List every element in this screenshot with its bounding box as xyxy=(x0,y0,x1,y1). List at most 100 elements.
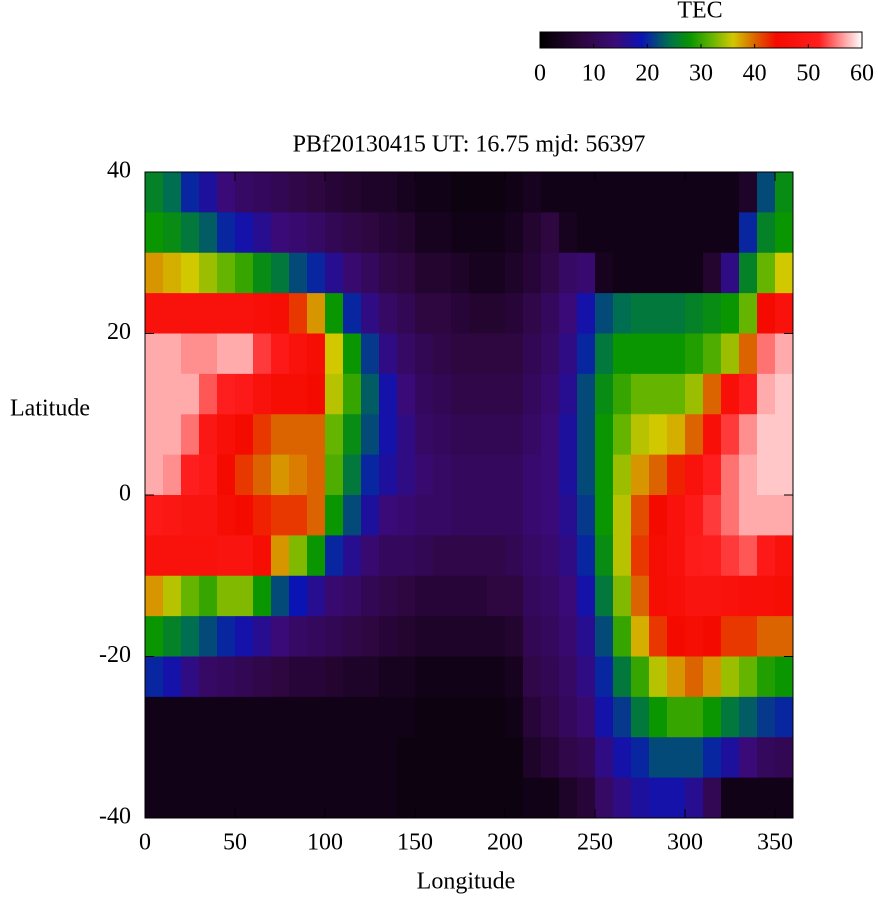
heat-cell xyxy=(433,212,452,254)
heat-cell xyxy=(433,575,452,617)
heat-cell xyxy=(253,212,272,254)
heat-cell xyxy=(199,737,218,779)
heat-cell xyxy=(253,656,272,698)
heat-cell xyxy=(235,252,254,294)
heat-cell xyxy=(775,212,794,254)
heat-cell xyxy=(649,616,668,657)
heat-cell xyxy=(325,172,344,213)
heat-cell xyxy=(595,172,614,213)
heat-cell xyxy=(271,293,290,334)
heat-cell xyxy=(379,454,398,496)
heat-cell xyxy=(703,333,722,375)
heat-cell xyxy=(379,696,398,738)
heat-cell xyxy=(433,656,452,698)
heat-cell xyxy=(667,454,686,496)
heat-cell xyxy=(757,172,776,213)
heat-cell xyxy=(649,575,668,617)
heat-cell xyxy=(145,454,164,496)
heat-cell xyxy=(559,777,578,819)
heat-cell xyxy=(649,414,668,456)
heat-cell xyxy=(667,414,686,456)
heat-cell xyxy=(181,656,200,698)
heat-cell xyxy=(145,616,164,657)
heat-cell xyxy=(595,333,614,375)
heat-cell xyxy=(595,696,614,738)
heat-cell xyxy=(415,616,434,657)
heat-cell xyxy=(145,495,164,536)
heat-cell xyxy=(613,737,632,779)
heat-cell xyxy=(631,616,650,657)
heat-cell xyxy=(433,373,452,415)
heat-cell xyxy=(451,656,470,698)
heat-cell xyxy=(433,414,452,456)
heat-cell xyxy=(289,414,308,456)
heat-cell xyxy=(469,575,488,617)
heat-cell xyxy=(307,575,326,617)
heat-cell xyxy=(307,414,326,456)
heat-cell xyxy=(307,777,326,819)
heat-cell xyxy=(487,656,506,698)
heat-cell xyxy=(703,414,722,456)
colorbar-tick-label: 30 xyxy=(689,61,713,87)
heat-cell xyxy=(703,454,722,496)
heat-cell xyxy=(577,616,596,657)
heat-cell xyxy=(433,737,452,779)
heat-cell xyxy=(361,737,380,779)
heat-cell xyxy=(649,212,668,254)
heat-cell xyxy=(541,333,560,375)
heat-cell xyxy=(451,252,470,294)
heat-cell xyxy=(487,696,506,738)
heat-cell xyxy=(451,333,470,375)
heat-cell xyxy=(235,172,254,213)
heat-cell xyxy=(523,252,542,294)
heat-cell xyxy=(163,495,182,536)
heat-cell xyxy=(361,495,380,536)
heat-cell xyxy=(451,414,470,456)
heat-cell xyxy=(523,616,542,657)
heat-cell xyxy=(685,414,704,456)
x-tick-label: 200 xyxy=(487,830,523,856)
heat-cell xyxy=(721,616,740,657)
heat-cell xyxy=(505,373,524,415)
x-tick-label: 100 xyxy=(307,830,343,856)
heat-cell xyxy=(505,454,524,496)
heat-cell xyxy=(595,373,614,415)
heat-cell xyxy=(703,656,722,698)
heat-cell xyxy=(739,535,758,577)
heat-cell xyxy=(721,777,740,819)
heat-cell xyxy=(217,333,236,375)
heat-cell xyxy=(181,495,200,536)
heat-cell xyxy=(271,777,290,819)
heat-cell xyxy=(289,656,308,698)
heat-cell xyxy=(595,656,614,698)
heat-cell xyxy=(613,616,632,657)
heat-cell xyxy=(523,656,542,698)
heat-cell xyxy=(721,212,740,254)
colorbar-tick-label: 60 xyxy=(850,61,874,87)
heat-cell xyxy=(397,252,416,294)
heat-cell xyxy=(415,414,434,456)
heat-cell xyxy=(397,777,416,819)
heat-cell xyxy=(775,535,794,577)
heat-cell xyxy=(325,252,344,294)
heat-cell xyxy=(631,575,650,617)
heat-cell xyxy=(199,252,218,294)
heat-cell xyxy=(703,172,722,213)
heat-cell xyxy=(271,252,290,294)
heat-cell xyxy=(397,414,416,456)
heat-cell xyxy=(487,293,506,334)
heat-cell xyxy=(451,373,470,415)
heat-cell xyxy=(775,777,794,819)
heat-cell xyxy=(343,333,362,375)
heat-cell xyxy=(631,333,650,375)
heat-cell xyxy=(325,535,344,577)
heat-cell xyxy=(595,495,614,536)
heat-cell xyxy=(415,696,434,738)
heat-cell xyxy=(397,575,416,617)
heat-cell xyxy=(685,696,704,738)
heat-cell xyxy=(757,495,776,536)
heat-cell xyxy=(577,172,596,213)
heat-cell xyxy=(541,535,560,577)
heat-cell xyxy=(325,777,344,819)
